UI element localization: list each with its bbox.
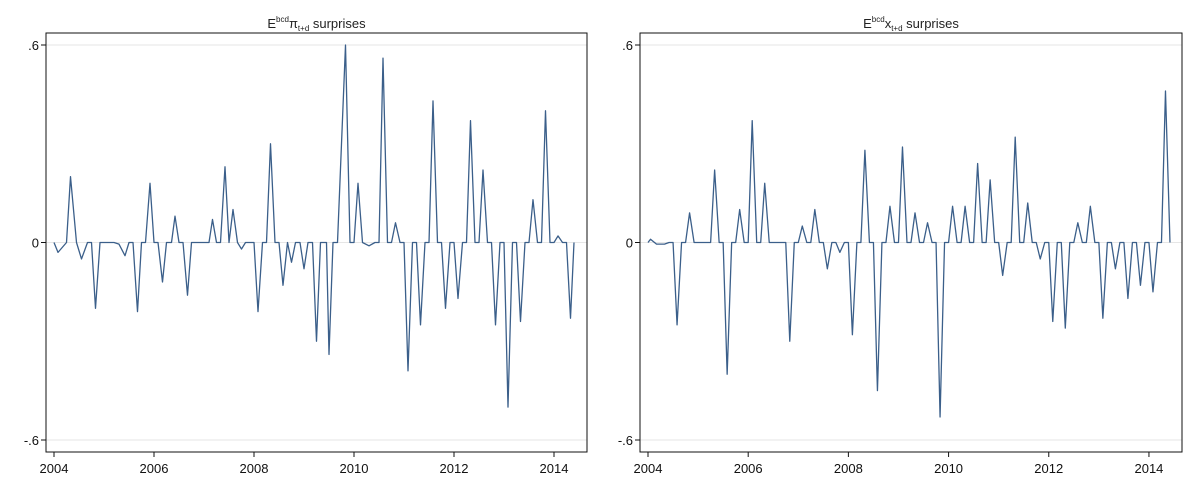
x-tick-label: 2014 [540, 461, 569, 476]
series-line-pi-surprises [53, 44, 575, 408]
chart-title: Ebcdπt+d surprises [267, 15, 366, 33]
x-tick-label: 2004 [634, 461, 663, 476]
x-tick-label: 2006 [734, 461, 763, 476]
line-chart-pi-surprises: -.6 0 .6 2004 2006 2008 2010 2012 2014 Ebcdπt+d s… [24, 15, 588, 476]
y-tick-label: .6 [622, 38, 633, 53]
chart-title: Ebcdxt+d surprises [863, 15, 959, 33]
y-tick-label: .6 [28, 38, 39, 53]
x-tick-label: 2014 [1134, 461, 1163, 476]
x-tick-label: 2004 [40, 461, 69, 476]
line-chart-x-surprises: -.6 0 .6 2004 2006 2008 2010 2012 2014 Ebcdxt+d s… [618, 15, 1183, 476]
x-tick-label: 2010 [934, 461, 963, 476]
x-tick-label: 2012 [1034, 461, 1063, 476]
x-tick-label: 2010 [340, 461, 369, 476]
x-tick-label: 2012 [440, 461, 469, 476]
y-tick-label: -.6 [24, 433, 39, 448]
x-tick-label: 2006 [140, 461, 169, 476]
x-tick-label: 2008 [834, 461, 863, 476]
y-tick-label: 0 [626, 236, 633, 251]
chart-panel-pi-surprises: -.6 0 .6 2004 2006 2008 2010 2012 2014 Ebcdπt+d s… [24, 15, 588, 476]
chart-panel-x-surprises: -.6 0 .6 2004 2006 2008 2010 2012 2014 Ebcdxt+d s… [594, 0, 1187, 488]
y-tick-label: 0 [32, 236, 39, 251]
y-tick-label: -.6 [618, 433, 633, 448]
series-line-x-surprises [647, 90, 1171, 418]
x-tick-label: 2008 [240, 461, 269, 476]
